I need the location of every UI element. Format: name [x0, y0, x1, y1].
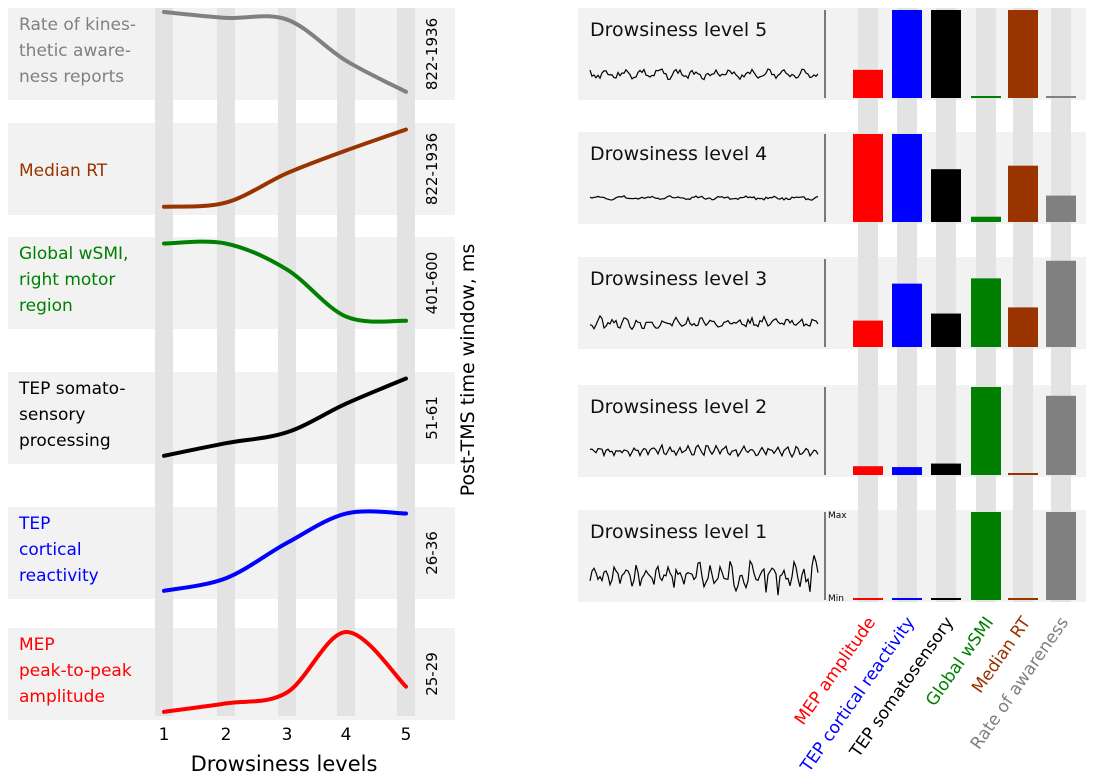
time-window-label: 26-36 — [423, 531, 441, 575]
y-min-label: Min — [828, 594, 844, 604]
bar — [971, 216, 1001, 222]
bar — [971, 278, 1001, 347]
series-line — [162, 127, 408, 209]
bar-panel-background — [578, 385, 1086, 477]
bar — [1046, 195, 1076, 222]
series-label: cortical — [19, 540, 82, 560]
eeg-trace — [589, 68, 819, 81]
eeg-trace — [589, 555, 819, 596]
series-label: Rate of kines- — [19, 15, 136, 35]
series-label: TEP somato- — [18, 379, 126, 399]
series-label: amplitude — [19, 687, 105, 707]
series-line — [162, 509, 408, 593]
level-stripe — [217, 8, 235, 716]
y-max-label: Max — [828, 511, 847, 521]
bar — [931, 10, 961, 98]
level-stripe — [278, 8, 296, 716]
bar — [1046, 395, 1076, 475]
x-tick-label: 3 — [282, 725, 293, 745]
category-stripe — [1013, 8, 1033, 602]
drowsiness-bar-panels: Drowsiness level 5 Drowsiness level 4 Drow… — [578, 8, 1086, 777]
bar — [892, 10, 922, 98]
bar-panel-background — [578, 510, 1086, 602]
bar-panel-background — [578, 8, 1086, 100]
bar-panel-background — [578, 257, 1086, 349]
time-window-label: 51-61 — [423, 396, 441, 440]
series-label: ness reports — [19, 67, 124, 87]
series-label: TEP — [18, 514, 50, 534]
bar — [1008, 307, 1038, 347]
series-line — [162, 629, 408, 714]
bar — [1046, 96, 1076, 98]
series-label: processing — [19, 431, 111, 451]
series-line — [162, 376, 408, 458]
time-window-label: 25-29 — [423, 652, 441, 696]
eeg-trace — [589, 443, 819, 459]
bar — [892, 467, 922, 475]
bar — [892, 283, 922, 347]
level-stripe — [155, 8, 173, 716]
series-label: Median RT — [19, 161, 108, 181]
series-label: region — [19, 296, 73, 316]
panel-title: Drowsiness level 5 — [590, 19, 767, 41]
series-label: MEP — [19, 635, 55, 655]
time-window-label: 822-1936 — [423, 133, 441, 205]
x-tick-label: 2 — [221, 725, 232, 745]
panel-title: Drowsiness level 2 — [590, 396, 767, 418]
bar — [1046, 260, 1076, 347]
series-label: peak-to-peak — [19, 661, 132, 681]
bar — [971, 387, 1001, 475]
bar — [1008, 165, 1038, 222]
bar — [931, 598, 961, 600]
bar — [853, 134, 883, 222]
series-label: sensory — [19, 405, 85, 425]
bar — [931, 169, 961, 222]
eeg-trace — [589, 195, 819, 201]
panel-title: Drowsiness level 3 — [590, 268, 767, 290]
bar — [1008, 473, 1038, 475]
series-label: reactivity — [19, 566, 99, 586]
x-tick-label: 5 — [401, 725, 412, 745]
time-window-label: 822-1936 — [423, 18, 441, 90]
bar — [1008, 10, 1038, 98]
bar — [1046, 512, 1076, 600]
bar — [853, 598, 883, 600]
x-tick-label: 4 — [341, 725, 352, 745]
category-stripe — [936, 8, 956, 602]
y-axis-title: Post-TMS time window, ms — [457, 244, 479, 497]
panel-title: Drowsiness level 4 — [590, 143, 767, 165]
bar — [892, 134, 922, 222]
x-axis-title: Drowsiness levels — [191, 752, 378, 776]
bar — [892, 598, 922, 600]
bar — [931, 463, 961, 475]
bar — [931, 313, 961, 347]
series-line — [162, 239, 408, 324]
series-label: Global wSMI, — [19, 244, 128, 264]
level-stripe — [397, 8, 415, 716]
bar-panel-background — [578, 132, 1086, 224]
bar — [853, 466, 883, 475]
time-window-label: 401-600 — [423, 252, 441, 315]
bar — [1008, 598, 1038, 600]
eeg-trace — [589, 314, 819, 331]
drowsiness-line-panels: Rate of kines-thetic aware-ness reports 8… — [8, 8, 455, 745]
panel-title: Drowsiness level 1 — [590, 521, 767, 543]
series-label: thetic aware- — [19, 41, 131, 61]
x-tick-label: 1 — [159, 725, 170, 745]
bar — [971, 96, 1001, 98]
bar — [853, 320, 883, 347]
bar — [853, 69, 883, 98]
series-label: right motor — [19, 270, 115, 290]
series-line — [162, 10, 408, 94]
level-stripe — [337, 8, 355, 716]
bar — [971, 512, 1001, 600]
